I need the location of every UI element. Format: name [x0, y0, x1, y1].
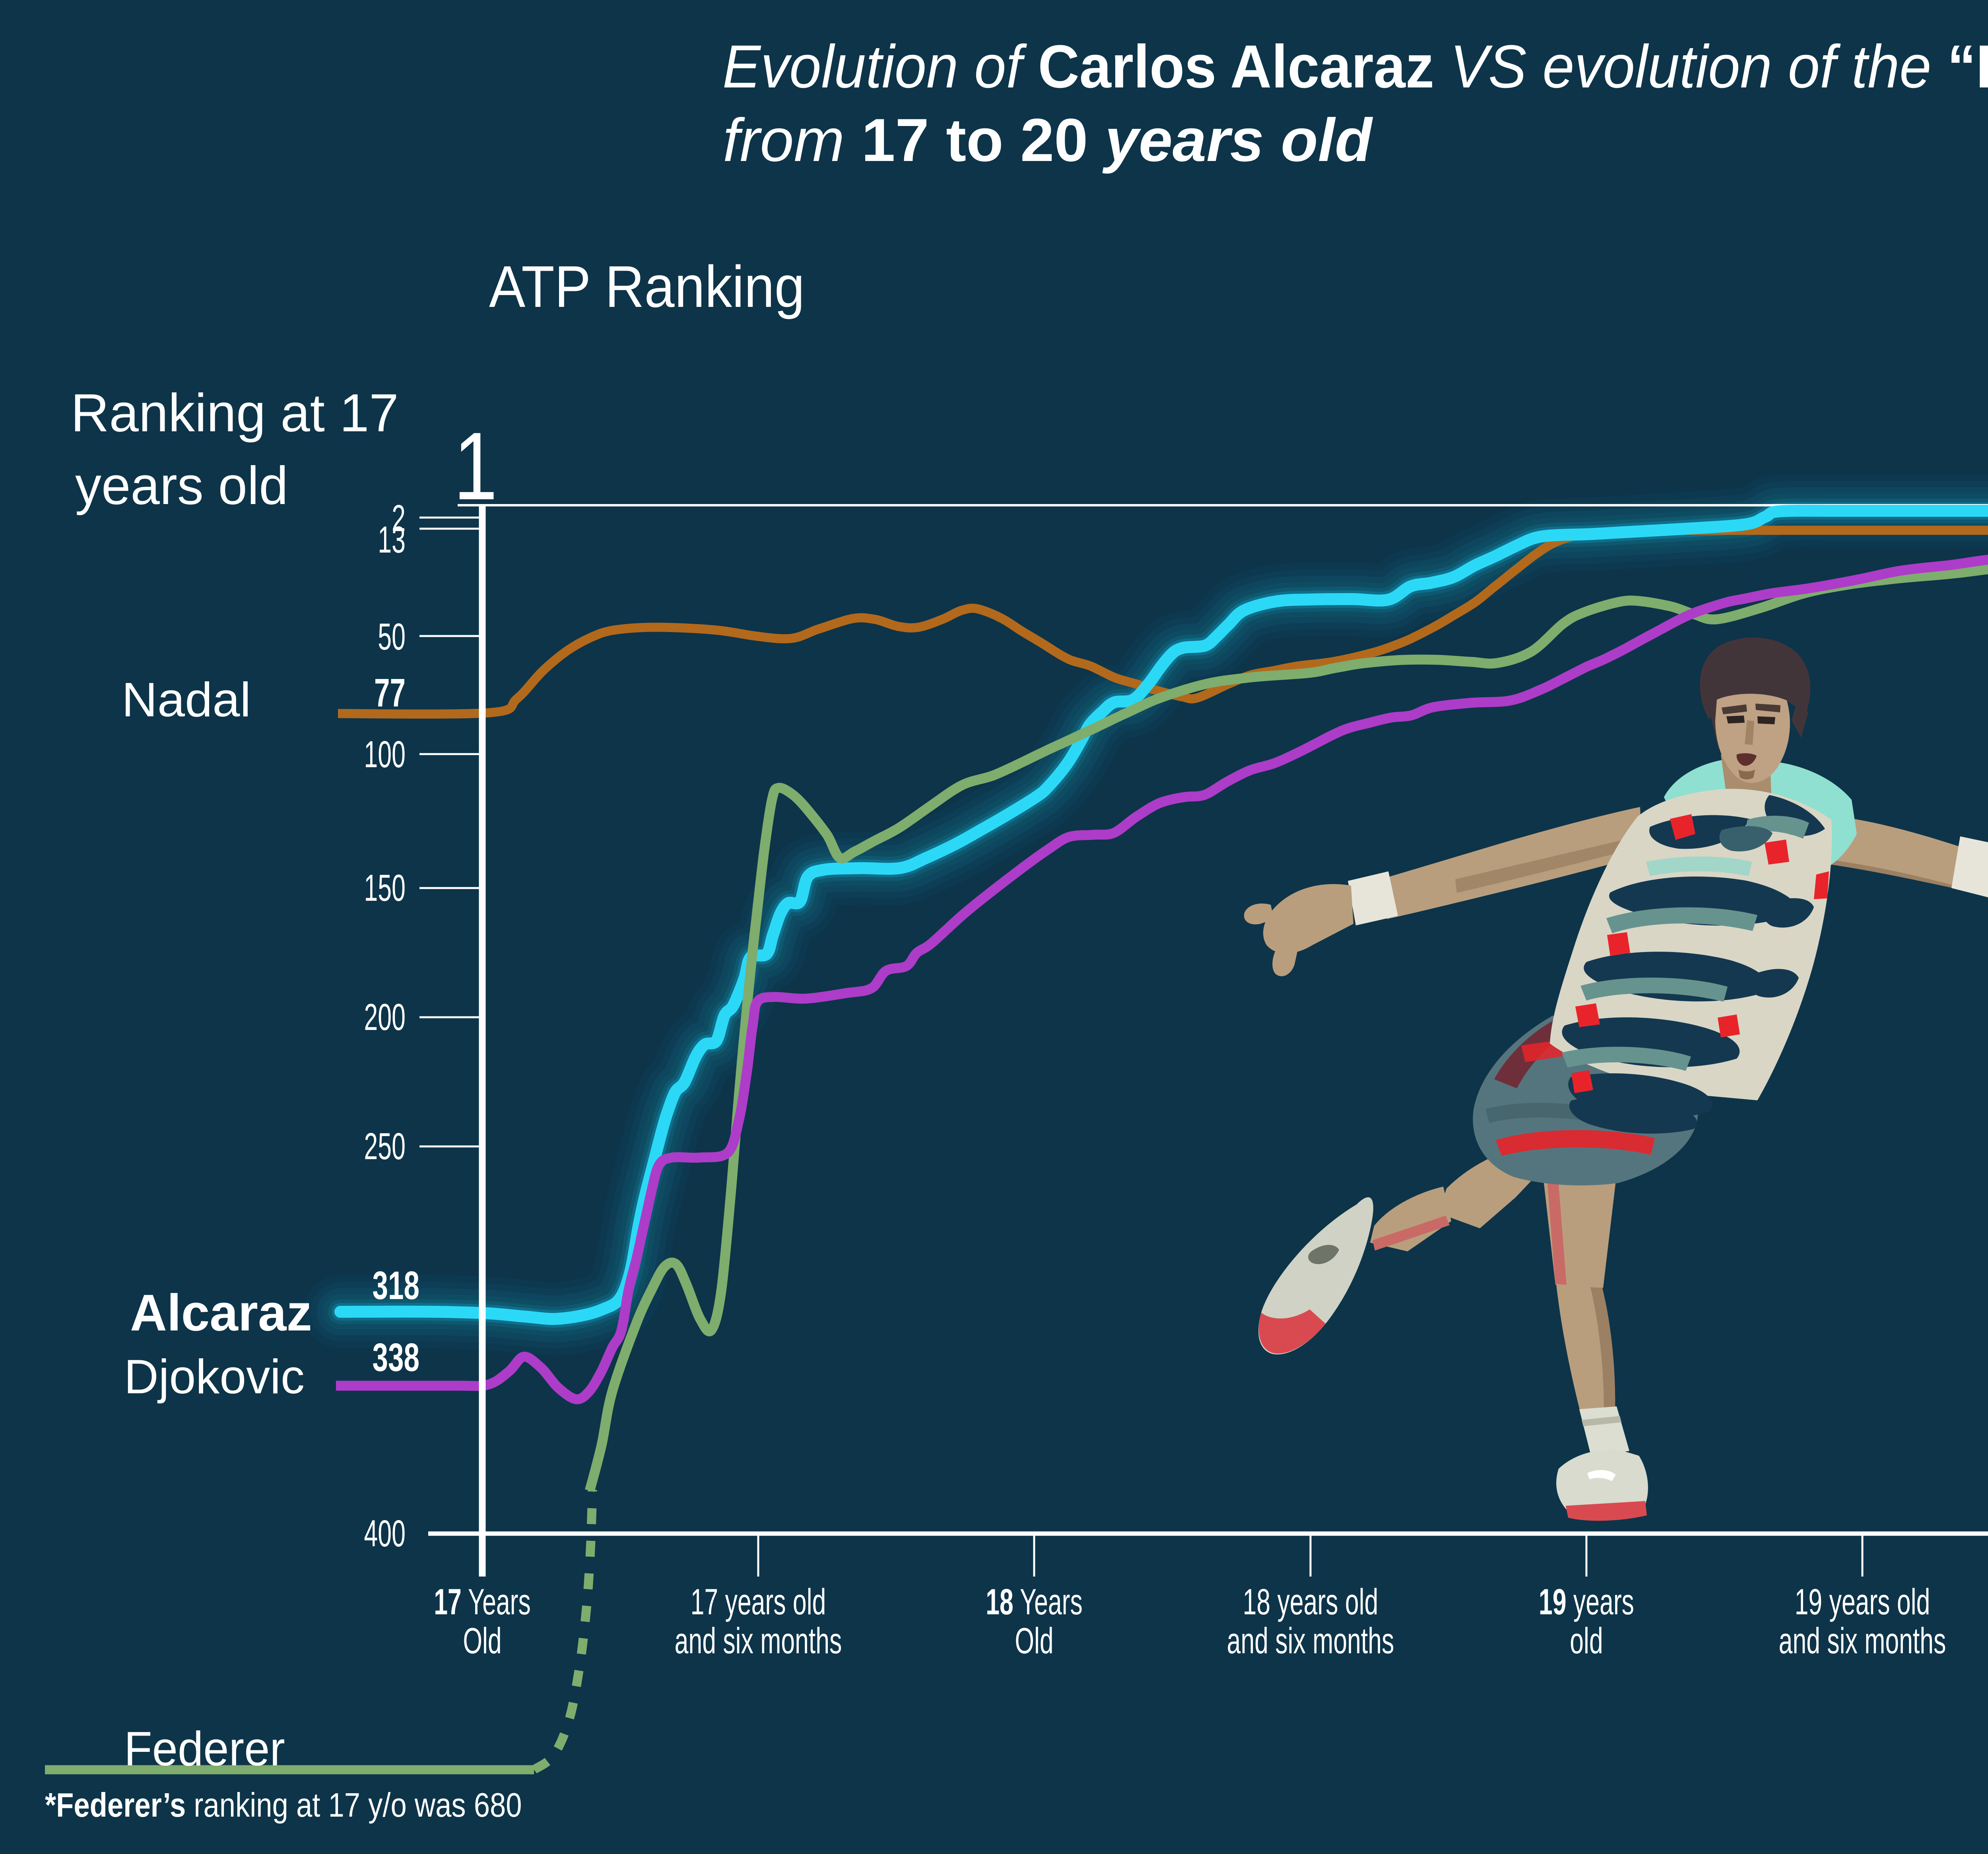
svg-text:ATP Ranking: ATP Ranking [489, 254, 805, 320]
svg-text:Nadal: Nadal [122, 673, 251, 727]
svg-text:Alcaraz: Alcaraz [130, 1284, 312, 1342]
svg-text:old: old [1570, 1620, 1603, 1661]
svg-text:Old: Old [463, 1620, 501, 1661]
svg-text:Federer: Federer [124, 1722, 285, 1776]
svg-text:Old: Old [1015, 1620, 1053, 1661]
svg-text:150: 150 [364, 867, 406, 909]
svg-text:and six months: and six months [1227, 1620, 1394, 1661]
svg-text:and six months: and six months [675, 1620, 842, 1661]
svg-text:77: 77 [374, 671, 406, 715]
svg-text:1: 1 [454, 412, 497, 520]
svg-text:19 years: 19 years [1539, 1581, 1634, 1622]
svg-text:18 years old: 18 years old [1243, 1581, 1378, 1622]
svg-text:100: 100 [364, 733, 406, 776]
svg-text:years old: years old [75, 456, 288, 516]
svg-text:17 years old: 17 years old [691, 1581, 826, 1622]
svg-text:Djokovic: Djokovic [124, 1349, 305, 1404]
svg-text:and six months: and six months [1779, 1620, 1946, 1661]
svg-text:17 Years: 17 Years [434, 1581, 530, 1622]
svg-text:200: 200 [364, 996, 406, 1038]
svg-text:from 17 to 20 years old: from 17 to 20 years old [723, 106, 1373, 174]
svg-text:400: 400 [364, 1513, 406, 1555]
svg-text:Ranking at 17: Ranking at 17 [71, 383, 399, 443]
svg-text:250: 250 [364, 1125, 406, 1167]
svg-text:19 years old: 19 years old [1795, 1581, 1930, 1622]
svg-text:*Federer’s ranking at 17 y/o w: *Federer’s ranking at 17 y/o was 680 [45, 1786, 522, 1824]
svg-text:13: 13 [378, 519, 406, 561]
svg-text:318: 318 [373, 1263, 419, 1308]
svg-text:338: 338 [373, 1335, 419, 1380]
svg-text:50: 50 [378, 616, 406, 658]
svg-text:18 Years: 18 Years [986, 1581, 1082, 1622]
svg-text:Evolution of Carlos Alcaraz VS: Evolution of Carlos Alcaraz VS evolution… [722, 32, 1988, 101]
svg-text:2: 2 [392, 497, 406, 539]
